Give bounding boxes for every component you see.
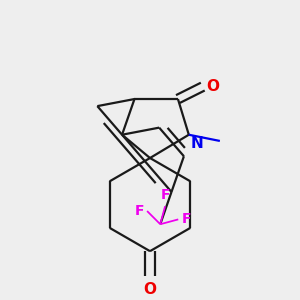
Text: O: O [206,79,219,94]
Text: F: F [182,212,191,226]
Text: N: N [190,136,203,151]
Text: O: O [143,282,157,297]
Text: F: F [134,204,144,218]
Text: F: F [160,188,170,202]
